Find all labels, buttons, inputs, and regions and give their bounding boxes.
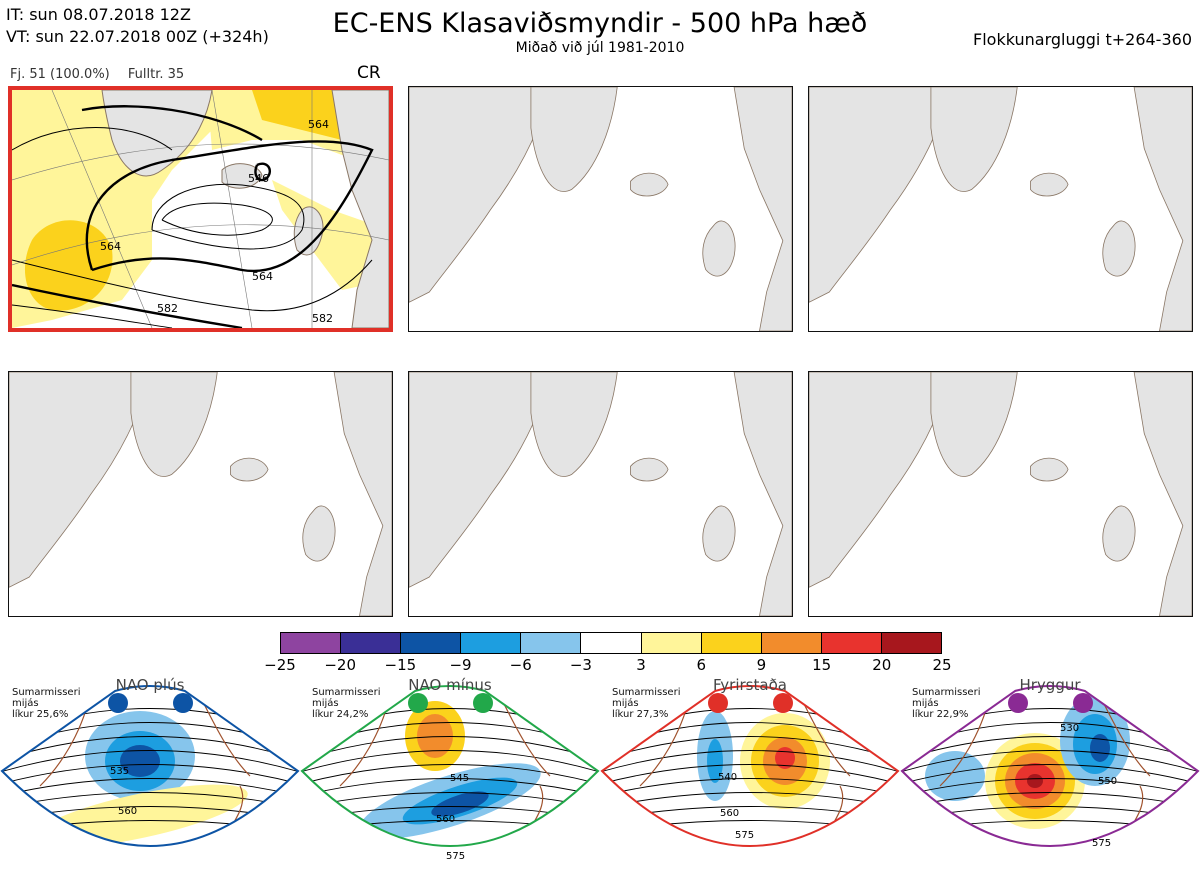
cluster-map-6[interactable] [808, 371, 1193, 617]
colorbar-tick-label: 3 [636, 656, 646, 674]
colorbar-tick-label: 25 [932, 656, 952, 674]
colorbar-swatch [341, 633, 402, 653]
colorbar-swatch [641, 633, 702, 653]
page-subtitle: Miðað við júl 1981-2010 [515, 40, 685, 56]
base-map [809, 372, 1192, 616]
colorbar-swatch [701, 633, 762, 653]
regime-info: Sumarmisseri mijás líkur 24,2% [312, 687, 380, 720]
regime-map: 540 560 575 [600, 685, 900, 847]
europe-land [331, 90, 389, 328]
strong-anomaly-west [24, 220, 113, 311]
base-map [409, 372, 792, 616]
valid-time: VT: sun 22.07.2018 00Z (+324h) [6, 27, 269, 46]
classification-window: Flokkunargluggi t+264-360 [973, 30, 1192, 49]
regime-contour-label: 550 [1098, 776, 1117, 787]
initial-time: IT: sun 08.07.2018 12Z [6, 5, 191, 24]
regime-name: Fyrirstaða [713, 676, 787, 694]
regime-contour-label: 575 [735, 830, 754, 841]
cluster-map-2[interactable] [408, 86, 793, 332]
colorbar-tick-label: −25 [264, 656, 296, 674]
regime-contour-label: 545 [450, 773, 469, 784]
cluster-map-5[interactable] [408, 371, 793, 617]
regime-type: mijás [12, 698, 39, 709]
regime-prob: líkur 22,9% [912, 709, 969, 720]
colorbar-tick-label: 6 [696, 656, 707, 674]
regime-map: 545 560 575 [300, 685, 600, 862]
cluster-map-1[interactable]: 564 564 564 582 582 546 [8, 86, 393, 332]
british-isles [293, 206, 324, 256]
colorbar-tick-label: 9 [756, 656, 767, 674]
contour-label: 546 [248, 172, 269, 185]
regime-type: mijás [312, 698, 339, 709]
colorbar-tick-label: 15 [812, 656, 832, 674]
base-map [809, 87, 1192, 331]
contour-label: 582 [312, 312, 333, 325]
regime-name: NAO plús [115, 676, 185, 694]
colorbar-ticks: −25 −20 −15 −9 −6 −3 3 6 9 15 20 25 [264, 656, 951, 676]
colorbar-tick-label: −9 [449, 656, 472, 674]
colorbar [280, 632, 942, 654]
regime-contour-label: 560 [436, 814, 455, 825]
regime-2: 545 560 575 NAO mínus Sumarmisseri mijás líkur… [300, 676, 600, 871]
page-title: EC-ENS Klasaviðsmyndir - 500 hPa hæð [332, 8, 868, 39]
cluster-representative: Fulltr. 35 [127, 67, 185, 82]
regime-contour-label: 575 [446, 851, 465, 862]
regime-type: mijás [612, 698, 639, 709]
regime-type: mijás [912, 698, 939, 709]
regime-season: Sumarmisseri [612, 687, 681, 698]
regime-contour-label: 535 [110, 766, 129, 777]
cluster-map-4[interactable] [8, 371, 393, 617]
regime-prob: líkur 24,2% [312, 709, 369, 720]
regime-map: 530 550 575 [900, 685, 1200, 849]
cluster-info: Fj. 51 (100.0%) Fulltr. 35 [10, 67, 198, 82]
regime-name: Hryggur [1019, 676, 1081, 694]
regime-info: Sumarmisseri mijás líkur 25,6% [12, 687, 80, 720]
cluster-regime-code: CR [357, 63, 381, 83]
iceland [221, 163, 263, 189]
colorbar-tick-label: 20 [872, 656, 892, 674]
regime-contour-label: 560 [118, 806, 137, 817]
regime-season: Sumarmisseri [312, 687, 381, 698]
cluster-map-3[interactable] [808, 86, 1193, 332]
colorbar-swatch [281, 633, 342, 653]
contour-label: 582 [157, 302, 178, 315]
colorbar-swatch [521, 633, 582, 653]
contour-label: 564 [308, 118, 329, 131]
contour-label: 564 [100, 240, 121, 253]
regime-info: Sumarmisseri mijás líkur 22,9% [912, 687, 980, 720]
colorbar-swatch [461, 633, 522, 653]
regime-prob: líkur 25,6% [12, 709, 69, 720]
colorbar-swatch [581, 633, 642, 653]
colorbar-swatch [401, 633, 462, 653]
height-contours [12, 105, 374, 328]
cluster-count: Fj. 51 (100.0%) [10, 67, 110, 82]
colorbar-tick-label: −15 [384, 656, 417, 674]
base-map [409, 87, 792, 331]
base-map [9, 372, 392, 616]
regime-prob: líkur 27,3% [612, 709, 669, 720]
regime-4: 530 550 575 Hryggur Sumarmisseri mijás líkur 2… [900, 676, 1200, 871]
colorbar-swatch [821, 633, 882, 653]
colorbar-tick-label: −3 [569, 656, 592, 674]
regime-contour-label: 540 [718, 772, 737, 783]
contour-label: 564 [252, 270, 273, 283]
regime-contour-label: 530 [1060, 723, 1079, 734]
run-info: IT: sun 08.07.2018 12Z VT: sun 22.07.201… [6, 4, 269, 48]
regime-3: 540 560 575 Fyrirstaða Sumarmisseri mijás líku… [600, 676, 900, 871]
regime-info: Sumarmisseri mijás líkur 27,3% [612, 687, 680, 720]
regime-season: Sumarmisseri [912, 687, 981, 698]
colorbar-swatch [761, 633, 822, 653]
colorbar-tick-label: −6 [509, 656, 532, 674]
regime-season: Sumarmisseri [12, 687, 81, 698]
regime-1: 535 560 NAO plús Sumarmisseri mijás líkur 25,… [0, 676, 300, 871]
regime-map: 535 560 [0, 685, 300, 847]
regime-contour-label: 575 [1092, 838, 1111, 849]
cluster-map-1-svg: 564 564 564 582 582 546 [12, 90, 389, 328]
colorbar-swatch [881, 633, 942, 653]
colorbar-tick-label: −20 [324, 656, 356, 674]
regime-name: NAO mínus [408, 676, 492, 694]
regime-contour-label: 560 [720, 808, 739, 819]
